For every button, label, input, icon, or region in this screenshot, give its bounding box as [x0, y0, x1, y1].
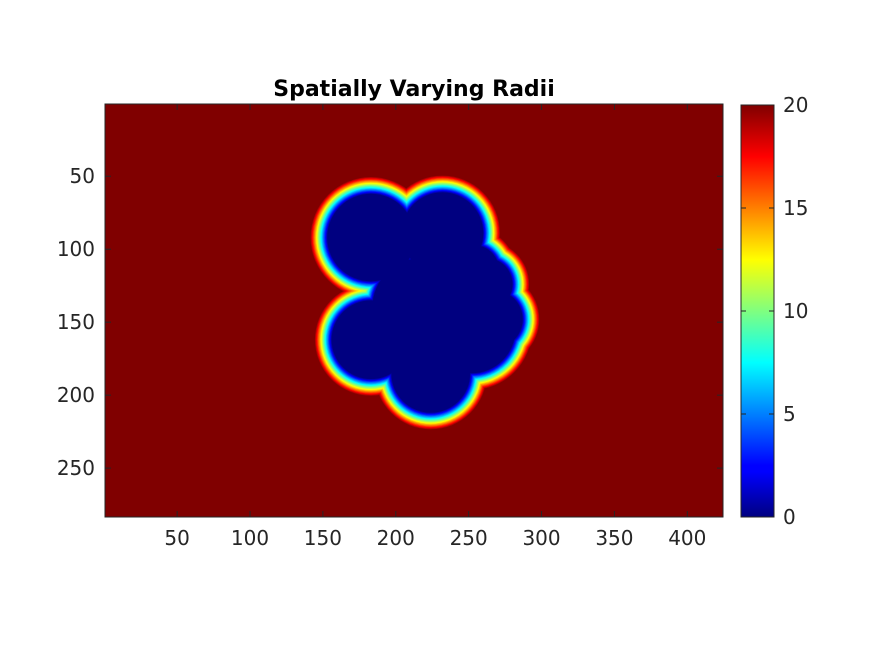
- x-tick-label: 250: [450, 526, 488, 550]
- colorbar: 0 5 10 15 20: [740, 93, 808, 529]
- heatmap-region: [309, 174, 541, 431]
- x-tick-label: 400: [668, 526, 706, 550]
- colorbar-gradient: [740, 104, 775, 518]
- x-tick-label: 300: [522, 526, 560, 550]
- colorbar-tick-label: 20: [783, 93, 808, 117]
- colorbar-tick-label: 0: [783, 505, 796, 529]
- y-tick-label: 250: [57, 456, 95, 480]
- x-tick-label: 350: [595, 526, 633, 550]
- heatmap-lobe: [327, 193, 415, 282]
- x-tick-label: 200: [377, 526, 415, 550]
- heatmap-lobe: [372, 258, 472, 358]
- y-axis: 50 100 150 200 250: [57, 164, 723, 480]
- x-tick-label: 100: [231, 526, 269, 550]
- y-tick-label: 100: [57, 237, 95, 261]
- x-tick-label: 50: [164, 526, 189, 550]
- y-tick-label: 50: [70, 164, 95, 188]
- heatmap-band: [327, 192, 523, 413]
- y-tick-label: 150: [57, 310, 95, 334]
- colorbar-tick-label: 5: [783, 402, 796, 426]
- plot-area: [104, 103, 724, 518]
- x-tick-label: 150: [304, 526, 342, 550]
- y-tick-label: 200: [57, 383, 95, 407]
- x-axis: 50 100 150 200 250 300 350 400: [164, 104, 706, 550]
- plot-frame: [104, 103, 724, 518]
- colorbar-tick-label: 10: [783, 299, 808, 323]
- colorbar-tick-label: 15: [783, 196, 808, 220]
- chart-title: Spatially Varying Radii: [273, 77, 555, 102]
- colorbar-ticks: 0 5 10 15 20: [741, 93, 808, 529]
